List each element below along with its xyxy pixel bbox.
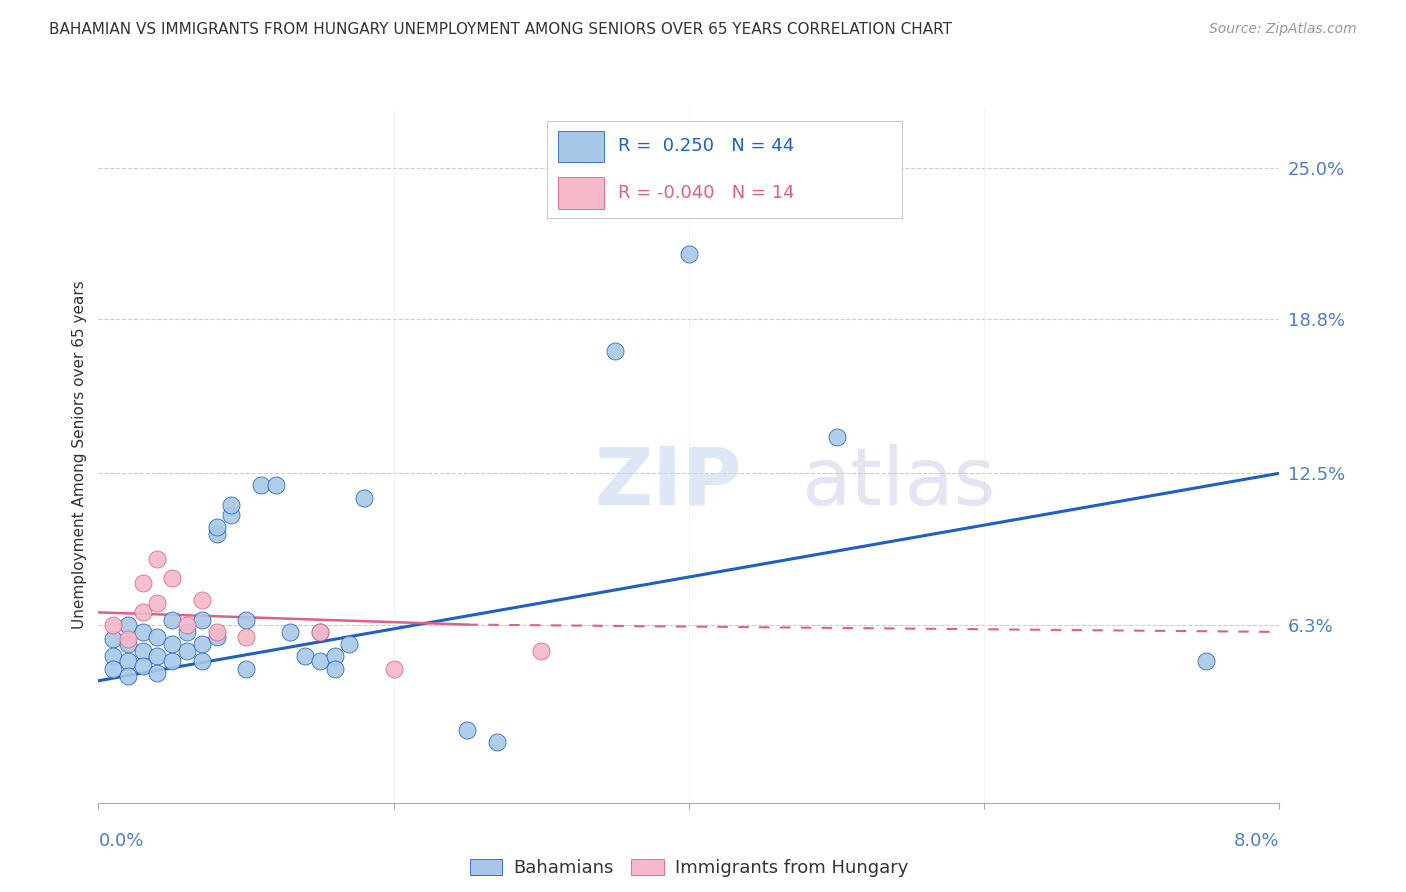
Point bbox=[117, 654, 139, 668]
Point bbox=[278, 624, 301, 639]
Point bbox=[353, 491, 375, 505]
Text: atlas: atlas bbox=[801, 443, 995, 522]
Point bbox=[205, 630, 228, 644]
Point bbox=[146, 596, 169, 610]
Point bbox=[605, 344, 627, 359]
Point bbox=[191, 593, 214, 607]
Point bbox=[146, 630, 169, 644]
Point bbox=[132, 644, 155, 658]
Point bbox=[117, 632, 139, 647]
Point bbox=[103, 649, 124, 664]
Text: BAHAMIAN VS IMMIGRANTS FROM HUNGARY UNEMPLOYMENT AMONG SENIORS OVER 65 YEARS COR: BAHAMIAN VS IMMIGRANTS FROM HUNGARY UNEM… bbox=[49, 22, 952, 37]
Point bbox=[308, 624, 332, 639]
Point bbox=[382, 661, 405, 675]
Point bbox=[294, 649, 316, 664]
Point bbox=[132, 606, 155, 620]
Legend: Bahamians, Immigrants from Hungary: Bahamians, Immigrants from Hungary bbox=[463, 852, 915, 884]
Point bbox=[146, 649, 169, 664]
Y-axis label: Unemployment Among Seniors over 65 years: Unemployment Among Seniors over 65 years bbox=[72, 281, 87, 629]
Point bbox=[205, 520, 228, 534]
Point bbox=[219, 508, 242, 522]
Point bbox=[176, 617, 198, 632]
Point bbox=[117, 669, 139, 683]
Point bbox=[103, 632, 124, 647]
Point bbox=[456, 723, 478, 737]
Point bbox=[191, 613, 214, 627]
Point bbox=[530, 644, 553, 658]
Point bbox=[117, 617, 139, 632]
Point bbox=[132, 659, 155, 673]
Point bbox=[103, 617, 124, 632]
Point bbox=[176, 624, 198, 639]
Point bbox=[485, 735, 508, 749]
Point bbox=[235, 661, 257, 675]
Point bbox=[219, 498, 242, 512]
Point bbox=[235, 630, 257, 644]
Point bbox=[308, 624, 332, 639]
Point bbox=[337, 637, 360, 651]
Point bbox=[132, 624, 155, 639]
Point bbox=[825, 429, 848, 443]
Point bbox=[678, 246, 700, 260]
Point bbox=[205, 624, 228, 639]
Point bbox=[146, 666, 169, 681]
Point bbox=[162, 613, 183, 627]
Point bbox=[264, 478, 287, 492]
Text: Source: ZipAtlas.com: Source: ZipAtlas.com bbox=[1209, 22, 1357, 37]
Point bbox=[162, 571, 183, 585]
Point bbox=[146, 551, 169, 566]
Point bbox=[191, 637, 214, 651]
Point bbox=[250, 478, 273, 492]
Point bbox=[1194, 654, 1216, 668]
Point bbox=[323, 661, 346, 675]
Point bbox=[176, 644, 198, 658]
Point bbox=[103, 661, 124, 675]
Text: 0.0%: 0.0% bbox=[98, 832, 143, 850]
Point bbox=[162, 654, 183, 668]
Text: 8.0%: 8.0% bbox=[1234, 832, 1279, 850]
Point bbox=[162, 637, 183, 651]
Point bbox=[132, 576, 155, 591]
Text: ZIP: ZIP bbox=[595, 443, 742, 522]
Point bbox=[191, 654, 214, 668]
Point bbox=[323, 649, 346, 664]
Point bbox=[205, 527, 228, 541]
Point bbox=[235, 613, 257, 627]
Point bbox=[308, 654, 332, 668]
Point bbox=[117, 637, 139, 651]
